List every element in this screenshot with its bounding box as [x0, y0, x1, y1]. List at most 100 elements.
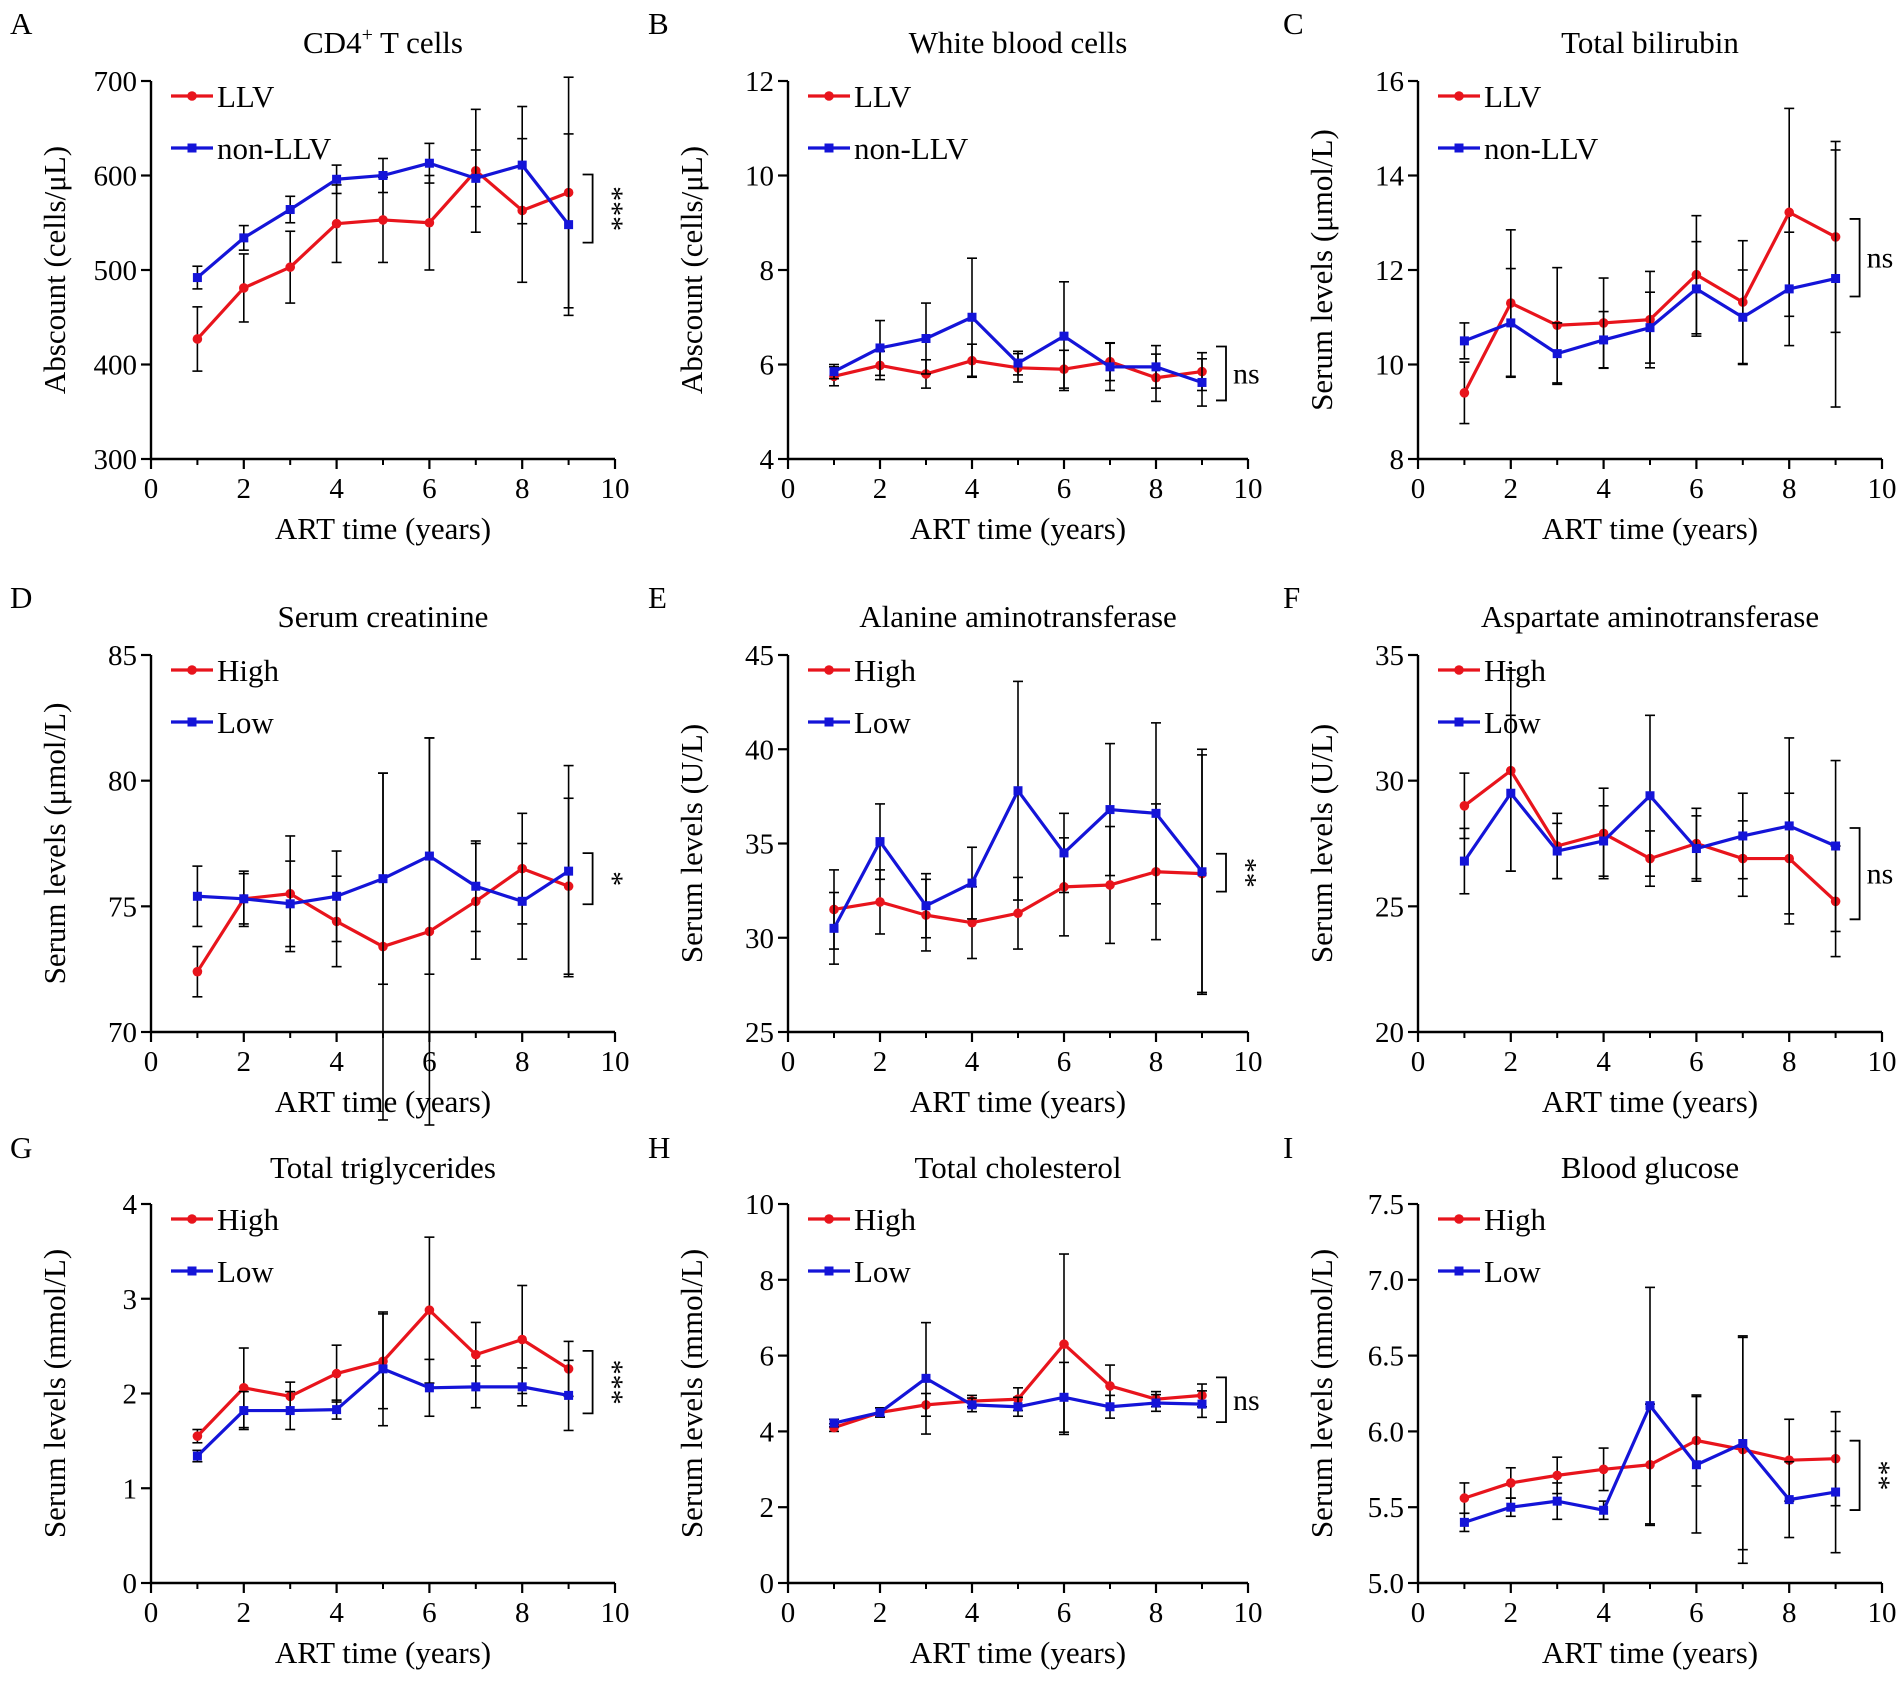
legend-marker	[187, 91, 197, 101]
panel-letter: I	[1283, 1130, 1293, 1165]
x-tick-label: 6	[1689, 1046, 1704, 1078]
data-point	[1151, 808, 1161, 818]
y-tick-label: 8	[760, 1265, 775, 1297]
legend-marker	[187, 143, 197, 153]
x-tick-label: 4	[1596, 1597, 1611, 1629]
significance-label: ns	[1867, 858, 1894, 891]
data-point	[285, 205, 295, 215]
data-point	[331, 218, 342, 229]
legend-label: High	[854, 1202, 917, 1237]
data-point	[875, 343, 885, 353]
x-tick-label: 4	[329, 473, 344, 505]
y-tick-label: 12	[745, 66, 774, 98]
y-tick-label: 70	[108, 1017, 137, 1049]
chart-panel-e: E Alanine aminotransferase 25 30 35 40 45 0 2 4 6 8…	[648, 580, 1263, 1119]
x-tick-label: 2	[237, 1046, 252, 1078]
significance-label: ***	[596, 1360, 629, 1405]
data-point	[921, 334, 931, 344]
y-tick-label: 10	[1375, 350, 1404, 382]
y-tick-label: 600	[94, 161, 138, 193]
data-point	[1459, 388, 1470, 398]
data-point	[1598, 1464, 1609, 1475]
x-tick-label: 0	[781, 473, 796, 505]
legend: LLV non-LLV	[171, 79, 332, 166]
y-axis-label: Serum levels (mmol/L)	[674, 1249, 709, 1538]
data-point	[1506, 1502, 1516, 1512]
data-point	[1831, 1487, 1841, 1497]
data-point	[1784, 284, 1794, 294]
x-tick-label: 0	[1411, 1597, 1426, 1629]
data-point	[1059, 848, 1069, 858]
x-tick-label: 8	[1782, 1597, 1797, 1629]
significance-bracket: ns	[1216, 1376, 1260, 1424]
data-point	[1059, 1392, 1069, 1402]
panel-letter: D	[10, 580, 32, 615]
legend: LLV non-LLV	[808, 79, 969, 166]
chart-title: Aspartate aminotransferase	[1481, 599, 1819, 634]
x-tick-label: 2	[873, 473, 888, 505]
y-tick-label: 2	[123, 1379, 138, 1411]
data-point	[1552, 349, 1562, 359]
y-tick-label: 8	[760, 255, 775, 287]
data-point	[331, 1368, 342, 1379]
data-point	[239, 1406, 249, 1416]
data-point	[332, 174, 342, 184]
legend-marker	[824, 717, 834, 727]
data-point	[875, 837, 885, 847]
data-point	[424, 851, 434, 861]
data-point	[1738, 831, 1748, 841]
data-point	[239, 283, 249, 293]
x-tick-label: 0	[1411, 473, 1426, 505]
legend-label: Low	[854, 705, 911, 740]
data-point	[1738, 312, 1748, 322]
data-point	[471, 173, 481, 183]
y-tick-label: 1	[123, 1473, 138, 1505]
data-point	[471, 1382, 481, 1392]
data-point	[1459, 1493, 1470, 1503]
x-tick-label: 6	[422, 1597, 437, 1629]
legend-label: Low	[854, 1254, 911, 1289]
significance-label: *	[596, 871, 629, 886]
data-point	[564, 866, 574, 876]
legend-label: Low	[1484, 1254, 1541, 1289]
x-tick-label: 10	[601, 473, 630, 505]
legend-label: Low	[217, 705, 274, 740]
x-tick-label: 0	[144, 1597, 159, 1629]
x-axis-label: ART time (years)	[1542, 1084, 1758, 1119]
x-tick-label: 6	[1057, 473, 1072, 505]
legend: LLV non-LLV	[1438, 79, 1599, 166]
data-point	[424, 1305, 435, 1315]
panel-letter: A	[10, 6, 33, 41]
data-point	[1599, 335, 1609, 345]
x-tick-label: 6	[1689, 473, 1704, 505]
legend-marker	[1454, 143, 1464, 153]
panel-letter: B	[648, 6, 669, 41]
x-tick-label: 10	[1868, 1597, 1897, 1629]
series-llv	[192, 76, 574, 372]
x-tick-label: 0	[144, 473, 159, 505]
x-tick-label: 4	[965, 1597, 980, 1629]
data-point	[967, 1400, 977, 1410]
y-tick-label: 35	[1375, 640, 1404, 672]
data-point	[517, 1382, 527, 1392]
y-tick-label: 4	[760, 1416, 775, 1448]
chart-title: Alanine aminotransferase	[859, 599, 1177, 634]
data-point	[424, 217, 435, 228]
data-point	[1459, 1517, 1469, 1527]
y-tick-label: 35	[745, 829, 774, 861]
y-tick-label: 0	[123, 1568, 138, 1600]
data-point	[192, 334, 203, 344]
y-axis-label: Abscount (cells/μL)	[37, 146, 72, 394]
x-tick-label: 6	[1057, 1597, 1072, 1629]
data-point	[192, 1431, 203, 1441]
y-tick-label: 6	[760, 1341, 775, 1373]
panel-letter: F	[1283, 580, 1300, 615]
legend-label: High	[1484, 653, 1547, 688]
data-point	[1784, 1495, 1794, 1505]
data-point	[424, 158, 434, 168]
legend-label: LLV	[854, 79, 912, 114]
y-tick-label: 40	[745, 734, 774, 766]
series-non-llv	[829, 257, 1207, 407]
data-point	[1506, 1478, 1516, 1488]
chart-title: Total triglycerides	[270, 1150, 496, 1185]
